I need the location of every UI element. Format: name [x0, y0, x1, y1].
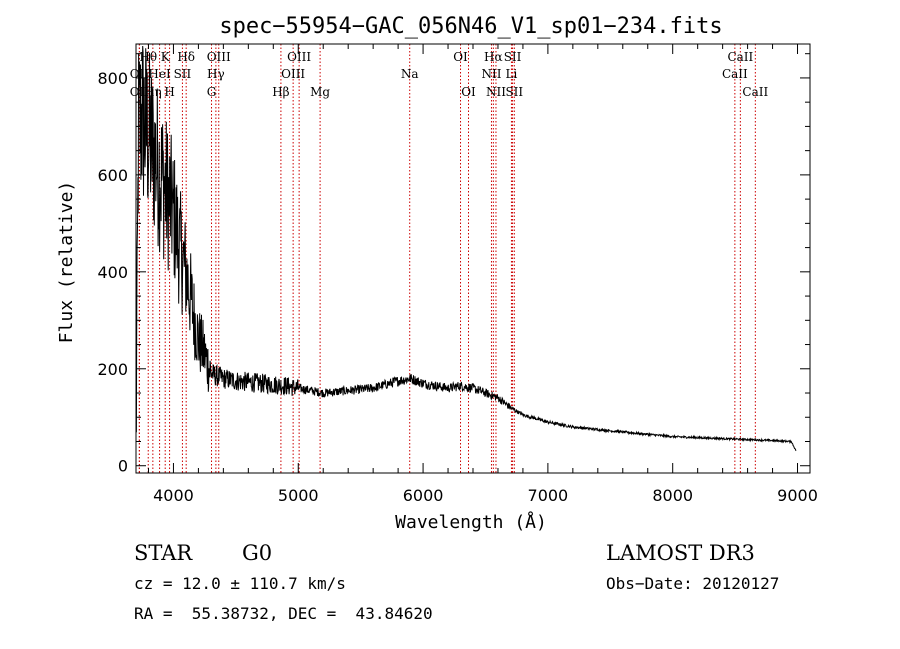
- line-marker-label-4: K: [161, 50, 171, 64]
- spectrum-line: [135, 45, 797, 452]
- obs-date: Obs−Date: 20120127: [606, 574, 779, 593]
- y-axis-label: Flux (relative): [56, 181, 77, 344]
- x-tick-label-1: 5000: [278, 486, 319, 505]
- x-tick-label-4: 8000: [652, 486, 693, 505]
- chart-title: spec−55954−GAC_056N46_V1_sp01−234.fits: [219, 14, 722, 39]
- line-markers: [138, 44, 756, 473]
- object-subclass: G0: [242, 541, 272, 565]
- line-marker-label-6: H: [164, 85, 174, 99]
- line-marker-label-16: Na: [401, 67, 419, 81]
- line-marker-label-5: HeI: [148, 67, 171, 81]
- survey-label: LAMOST DR3: [606, 541, 755, 565]
- line-marker-label-22: SII: [504, 50, 522, 64]
- line-marker-label-8: SII: [174, 67, 192, 81]
- y-tick-label-1: 200: [97, 360, 128, 379]
- line-marker-label-23: Li: [506, 67, 518, 81]
- line-marker-label-21: NII: [486, 85, 506, 99]
- line-marker-label-10: Hγ: [207, 67, 225, 81]
- line-marker-label-25: CaII: [727, 50, 753, 64]
- x-tick-label-2: 6000: [403, 486, 444, 505]
- plot-frame: [135, 43, 811, 474]
- axis-ticks: [136, 44, 810, 473]
- line-marker-label-17: OI: [453, 50, 468, 64]
- redshift-text: cz = 12.0 ± 110.7 km/s: [134, 574, 346, 593]
- y-tick-labels: 0 200 400 600 800: [97, 69, 128, 476]
- line-marker-label-24: SII: [505, 85, 523, 99]
- coordinates: RA = 55.38732, DEC = 43.84620: [134, 604, 433, 623]
- line-marker-label-26: CaII: [722, 67, 748, 81]
- line-marker-label-15: Mg: [310, 85, 330, 99]
- x-tick-label-5: 9000: [777, 486, 818, 505]
- x-tick-labels: 4000 5000 6000 7000 8000 9000: [153, 486, 818, 505]
- object-class: STAR: [134, 541, 193, 565]
- line-marker-label-9: OIII: [207, 50, 231, 64]
- line-marker-label-7: Hδ: [177, 50, 195, 64]
- line-marker-label-18: OI: [461, 85, 476, 99]
- y-tick-label-3: 600: [97, 166, 128, 185]
- line-marker-label-19: Hα: [484, 50, 503, 64]
- line-marker-label-14: Hβ: [272, 85, 289, 99]
- y-tick-label-0: 0: [118, 457, 128, 476]
- line-marker-label-12: OIII: [287, 50, 311, 64]
- y-tick-label-2: 400: [97, 263, 128, 282]
- line-marker-label-20: NII: [481, 67, 501, 81]
- line-marker-label-27: CaII: [742, 85, 768, 99]
- x-tick-label-0: 4000: [153, 486, 194, 505]
- y-tick-label-4: 800: [97, 69, 128, 88]
- x-tick-label-3: 7000: [528, 486, 569, 505]
- line-marker-label-13: OIII: [281, 67, 305, 81]
- line-marker-label-1: Hθ: [139, 50, 157, 64]
- line-marker-label-11: G: [207, 85, 217, 99]
- x-axis-label: Wavelength (Å): [395, 511, 547, 533]
